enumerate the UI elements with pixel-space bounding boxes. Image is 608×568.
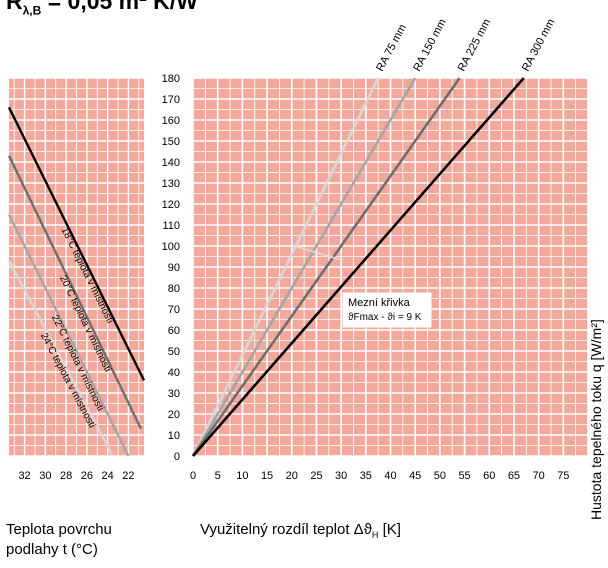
- series-name-label: RA 150 mm: [411, 17, 449, 73]
- y-tick-label: 40: [168, 367, 180, 379]
- x-tick-label: 0: [190, 470, 196, 482]
- x-tick-label: 65: [508, 470, 520, 482]
- series-name-label: RA 75 mm: [374, 22, 409, 73]
- x-tick-label: 10: [236, 470, 248, 482]
- left-series-line: [7, 155, 142, 430]
- y-tick-label: 120: [162, 199, 180, 211]
- left-x-tick-label: 22: [122, 470, 134, 482]
- x-tick-label: 20: [286, 470, 298, 482]
- y-tick-label: 0: [174, 451, 180, 463]
- left-axis-label-line1: Teplota povrchu: [6, 521, 112, 538]
- y-tick-label: 170: [162, 94, 180, 106]
- series-name-label: RA 300 mm: [520, 17, 558, 73]
- x-tick-label: 55: [458, 470, 470, 482]
- y-tick-label: 90: [168, 262, 180, 274]
- x-tick-label: 50: [434, 470, 446, 482]
- left-series-line: [7, 213, 130, 457]
- x-tick-label: 70: [533, 470, 545, 482]
- y-tick-label: 10: [168, 430, 180, 442]
- x-tick-label: 35: [360, 470, 372, 482]
- tick-layer: 0102030405060708090100110120130140150160…: [18, 73, 569, 482]
- series-name-label: RA 225 mm: [456, 17, 494, 73]
- left-axis-label-line2: podlahy t (°C): [6, 541, 98, 558]
- right-axis-label: Hustota tepelného toku q [W/m²]: [588, 319, 604, 520]
- left-x-tick-label: 32: [18, 470, 30, 482]
- y-tick-label: 110: [162, 220, 180, 232]
- left-x-tick-label: 26: [81, 470, 93, 482]
- left-x-tick-label: 28: [60, 470, 72, 482]
- main-series-line: [293, 245, 344, 262]
- y-tick-label: 30: [168, 388, 180, 400]
- main-series-line: [192, 77, 525, 457]
- annotation-layer: Mezní křivka ϑFmax - ϑi = 9 K: [342, 292, 432, 328]
- y-tick-label: 100: [162, 241, 180, 253]
- left-x-tick-label: 24: [102, 470, 114, 482]
- main-series-line: [191, 77, 461, 457]
- y-tick-label: 150: [162, 136, 180, 148]
- annotation-line2: ϑFmax - ϑi = 9 K: [348, 312, 422, 323]
- x-tick-label: 5: [215, 470, 221, 482]
- y-tick-label: 130: [162, 178, 180, 190]
- x-tick-label: 60: [483, 470, 495, 482]
- left-series-line: [7, 106, 146, 381]
- x-tick-label: 40: [384, 470, 396, 482]
- y-tick-label: 180: [162, 73, 180, 85]
- left-x-tick-label: 30: [39, 470, 51, 482]
- y-tick-label: 160: [162, 115, 180, 127]
- x-tick-label: 30: [335, 470, 347, 482]
- x-tick-label: 15: [261, 470, 273, 482]
- x-tick-label: 45: [409, 470, 421, 482]
- left-series-line: [7, 260, 114, 457]
- y-tick-label: 140: [162, 157, 180, 169]
- y-tick-label: 70: [168, 304, 180, 316]
- x-tick-label: 75: [557, 470, 569, 482]
- main-series-line: [191, 77, 380, 457]
- y-tick-label: 50: [168, 346, 180, 358]
- y-tick-label: 20: [168, 409, 180, 421]
- series-layer: [7, 77, 525, 457]
- annotation-box: [342, 292, 432, 328]
- chart-title: Rλ,B = 0,05 m² K/W: [6, 0, 198, 18]
- y-tick-label: 80: [168, 283, 180, 295]
- x-tick-label: 25: [310, 470, 322, 482]
- main-series-line: [191, 77, 417, 457]
- y-tick-label: 60: [168, 325, 180, 337]
- bottom-axis-label: Využitelný rozdíl teplot ΔϑH [K]: [200, 521, 401, 540]
- annotation-line1: Mezní křivka: [348, 297, 411, 309]
